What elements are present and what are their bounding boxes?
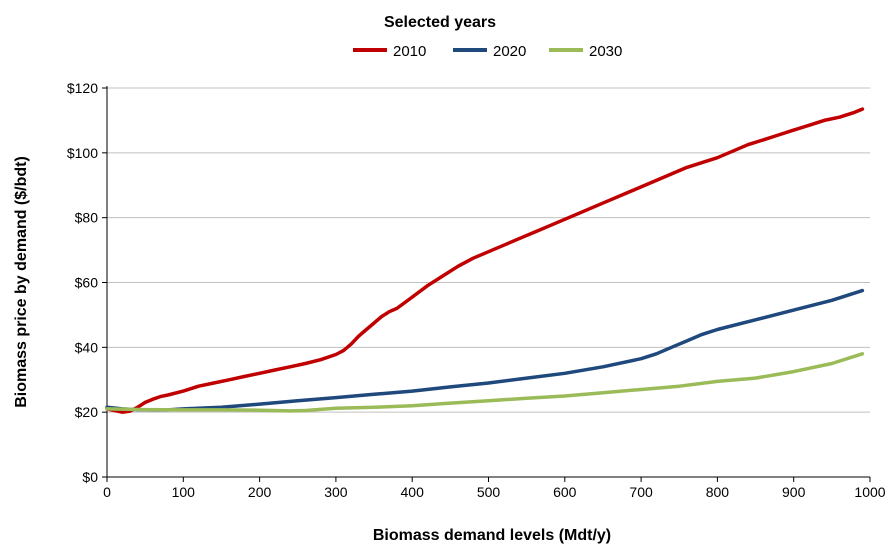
y-tick-label-60: $60	[75, 275, 99, 291]
y-tick-label-0: $0	[82, 469, 98, 485]
x-tick-label-600: 600	[553, 484, 577, 500]
x-tick-label-700: 700	[629, 484, 653, 500]
x-tick-label-1000: 1000	[854, 484, 885, 500]
legend-label-2010: 2010	[393, 43, 426, 60]
series-lines	[105, 107, 865, 414]
y-tick-label-40: $40	[75, 339, 99, 355]
grid-lines	[107, 87, 870, 413]
series-line-2020	[105, 288, 865, 412]
axes	[106, 86, 870, 478]
legend-label-2030: 2030	[589, 43, 622, 60]
x-tick-label-100: 100	[172, 484, 196, 500]
y-tick-label-80: $80	[75, 210, 99, 226]
x-tick-label-400: 400	[401, 484, 425, 500]
series-line-2010	[105, 107, 865, 414]
y-axis-ticks: $0 $20 $40 $60 $80 $100 $120	[67, 80, 107, 485]
x-tick-label-0: 0	[103, 484, 111, 500]
x-tick-label-200: 200	[248, 484, 272, 500]
legend: 2010 2020 2030	[353, 43, 622, 60]
y-tick-label-120: $120	[67, 80, 98, 96]
y-tick-label-100: $100	[67, 145, 98, 161]
series-line-2030	[105, 352, 865, 413]
x-tick-label-900: 900	[782, 484, 806, 500]
legend-title: Selected years	[384, 14, 496, 31]
x-axis-ticks: 0 100 200 300 400 500 600 700 800 900 1000	[103, 477, 886, 500]
x-tick-label-800: 800	[706, 484, 730, 500]
legend-label-2020: 2020	[493, 43, 526, 60]
x-axis-title: Biomass demand levels (Mdt/y)	[373, 527, 611, 544]
x-tick-label-300: 300	[324, 484, 348, 500]
y-axis-title: Biomass price by demand ($/bdt)	[13, 156, 30, 408]
x-tick-label-500: 500	[477, 484, 501, 500]
y-tick-label-20: $20	[75, 404, 99, 420]
